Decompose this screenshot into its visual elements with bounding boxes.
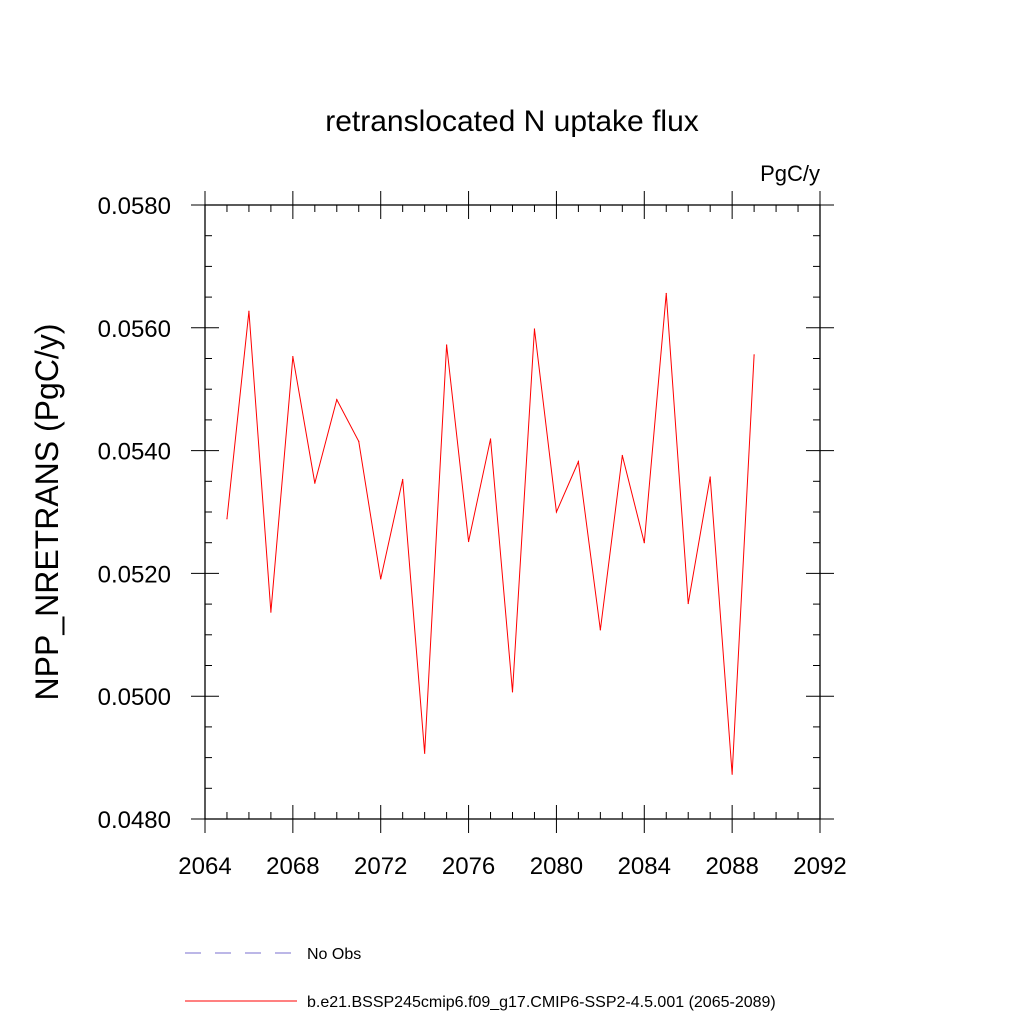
data-point bbox=[270, 611, 272, 613]
data-point bbox=[489, 438, 492, 440]
data-point bbox=[336, 399, 338, 401]
data-point bbox=[358, 440, 360, 442]
x-tick-label: 2092 bbox=[793, 853, 846, 880]
data-point bbox=[599, 629, 601, 631]
legend-label-model-run: b.e21.BSSP245cmip6.f09_g17.CMIP6-SSP2-4.… bbox=[307, 994, 776, 1011]
data-point bbox=[248, 310, 250, 312]
x-tick-label: 2068 bbox=[266, 853, 319, 880]
y-tick-label: 0.0480 bbox=[98, 807, 171, 834]
y-tick-label: 0.0540 bbox=[98, 439, 171, 466]
data-point bbox=[226, 518, 228, 520]
data-point bbox=[621, 454, 623, 457]
data-point bbox=[533, 328, 536, 330]
units-label: PgC/y bbox=[760, 161, 820, 186]
y-tick-label: 0.0560 bbox=[98, 316, 171, 343]
data-point bbox=[665, 292, 667, 295]
x-tick-label: 2084 bbox=[618, 853, 671, 880]
data-point bbox=[402, 478, 404, 481]
axis-ticks bbox=[191, 191, 834, 833]
data-point bbox=[643, 542, 645, 544]
data-point bbox=[424, 752, 426, 754]
data-point bbox=[555, 511, 558, 513]
data-point bbox=[709, 476, 711, 478]
data-point bbox=[467, 540, 470, 543]
x-tick-label: 2064 bbox=[178, 853, 231, 880]
chart-title: retranslocated N uptake flux bbox=[325, 105, 699, 138]
data-point bbox=[292, 356, 294, 358]
data-point bbox=[577, 461, 579, 463]
series-layer bbox=[226, 292, 755, 775]
data-point bbox=[687, 602, 689, 605]
legend: No Obs b.e21.BSSP245cmip6.f09_g17.CMIP6-… bbox=[185, 946, 776, 1011]
x-tick-label: 2088 bbox=[705, 853, 758, 880]
legend-label-no-obs: No Obs bbox=[307, 946, 361, 963]
y-tick-label: 0.0580 bbox=[98, 193, 171, 220]
y-tick-label: 0.0520 bbox=[98, 561, 171, 588]
y-tick-label: 0.0500 bbox=[98, 684, 171, 711]
data-point bbox=[380, 578, 382, 580]
axis-tick-labels: 2064 2068 2072 2076 2080 2084 2088 2092 0.0480 0.… bbox=[98, 193, 847, 880]
x-tick-label: 2080 bbox=[530, 853, 583, 880]
series-line bbox=[226, 293, 755, 775]
data-point bbox=[511, 691, 514, 693]
data-point bbox=[731, 773, 733, 775]
plot-frame bbox=[204, 204, 821, 820]
data-point bbox=[314, 482, 316, 484]
data-point bbox=[446, 344, 448, 346]
y-axis-label: NPP_NRETRANS (PgC/y) bbox=[29, 324, 65, 701]
x-tick-label: 2072 bbox=[354, 853, 407, 880]
data-point bbox=[753, 354, 755, 356]
x-tick-label: 2076 bbox=[442, 853, 495, 880]
